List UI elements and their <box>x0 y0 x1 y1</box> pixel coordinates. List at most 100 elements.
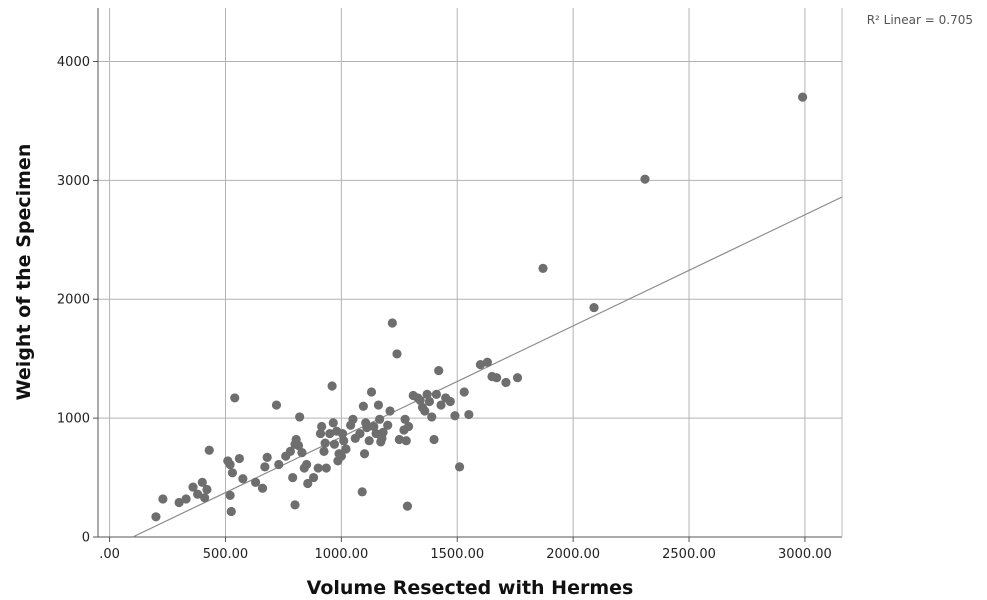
data-point <box>158 494 168 504</box>
data-point <box>348 414 358 424</box>
fit-line <box>132 196 843 538</box>
data-point <box>383 420 393 430</box>
y-tick-label: 4000 <box>57 55 90 70</box>
data-point <box>297 447 307 458</box>
data-point <box>238 474 248 484</box>
data-point <box>301 459 312 470</box>
data-point <box>336 451 346 461</box>
data-point <box>403 421 414 432</box>
y-tick-labels: 0 1000 2000 3000 4000 <box>57 55 90 546</box>
data-point <box>459 387 469 397</box>
data-point <box>200 493 210 503</box>
y-axis-title: Weight of the Specimen <box>13 144 35 401</box>
data-point <box>640 174 650 184</box>
data-point <box>378 427 388 437</box>
data-point <box>313 463 323 473</box>
fit-line-group <box>132 196 843 538</box>
data-point <box>492 373 502 383</box>
data-point <box>202 484 212 495</box>
data-point <box>293 440 304 451</box>
data-point <box>538 263 548 273</box>
data-point <box>454 462 465 472</box>
data-point <box>369 421 379 432</box>
data-point <box>271 400 282 410</box>
data-point <box>315 428 326 439</box>
data-point <box>174 497 184 508</box>
data-point <box>227 468 238 478</box>
data-point <box>373 400 384 410</box>
data-point <box>387 318 397 328</box>
x-tick-label: 2000.00 <box>546 547 600 562</box>
data-point <box>339 436 349 446</box>
data-point <box>434 365 444 376</box>
y-tick-label: 3000 <box>57 174 90 189</box>
data-point <box>415 395 425 405</box>
data-point <box>589 302 599 313</box>
data-point <box>295 412 305 422</box>
data-point <box>290 500 300 510</box>
data-point <box>358 401 368 411</box>
data-point <box>401 436 411 446</box>
data-point <box>366 387 377 397</box>
data-point <box>327 381 337 391</box>
data-point <box>329 439 340 449</box>
data-point <box>317 421 327 432</box>
data-point <box>234 453 244 464</box>
data-point <box>328 418 338 428</box>
x-tick-label: 1000.00 <box>314 547 368 562</box>
x-tick-label: 2500.00 <box>662 547 716 562</box>
data-point <box>288 472 298 483</box>
data-point <box>362 423 372 433</box>
data-point <box>225 490 235 500</box>
data-point <box>427 412 437 422</box>
x-tick-label: .00 <box>99 547 120 562</box>
x-tick-label: 500.00 <box>203 547 249 562</box>
data-point <box>482 357 492 367</box>
data-point <box>274 459 284 470</box>
data-point <box>337 428 348 439</box>
data-point <box>204 445 214 455</box>
x-tick-label: 3000.00 <box>778 547 832 562</box>
data-point <box>355 428 365 439</box>
data-point <box>385 406 395 416</box>
data-point <box>320 438 330 448</box>
data-point <box>357 487 367 497</box>
r-squared-label: R² Linear = 0.705 <box>867 13 973 27</box>
data-point <box>464 409 474 420</box>
data-point <box>230 393 240 403</box>
data-point <box>181 494 191 504</box>
data-point <box>402 501 413 511</box>
data-point <box>341 444 351 454</box>
data-point <box>420 406 430 416</box>
y-tick-label: 2000 <box>57 293 90 308</box>
data-point <box>260 462 270 472</box>
data-point <box>422 389 432 399</box>
data-point <box>257 483 268 493</box>
data-point <box>797 92 808 102</box>
data-point <box>251 477 261 487</box>
data-point <box>325 428 335 439</box>
data-point <box>285 446 295 457</box>
data-point <box>225 459 235 470</box>
data-point <box>226 506 236 517</box>
data-points <box>151 92 808 522</box>
data-point <box>303 478 313 489</box>
axes <box>93 8 843 542</box>
x-axis-title: Volume Resected with Hermes <box>307 577 634 599</box>
data-point <box>394 434 404 445</box>
data-point <box>193 489 203 499</box>
data-point <box>308 472 319 483</box>
grid-lines <box>98 8 842 537</box>
y-tick-label: 0 <box>82 531 90 546</box>
data-point <box>364 436 374 446</box>
data-point <box>429 434 439 445</box>
data-point <box>436 400 446 410</box>
data-point <box>188 482 198 492</box>
data-point <box>445 396 455 407</box>
data-point <box>501 377 511 388</box>
data-point <box>359 449 370 459</box>
data-point <box>319 446 329 457</box>
y-tick-label: 1000 <box>57 412 90 427</box>
data-point <box>321 463 331 473</box>
